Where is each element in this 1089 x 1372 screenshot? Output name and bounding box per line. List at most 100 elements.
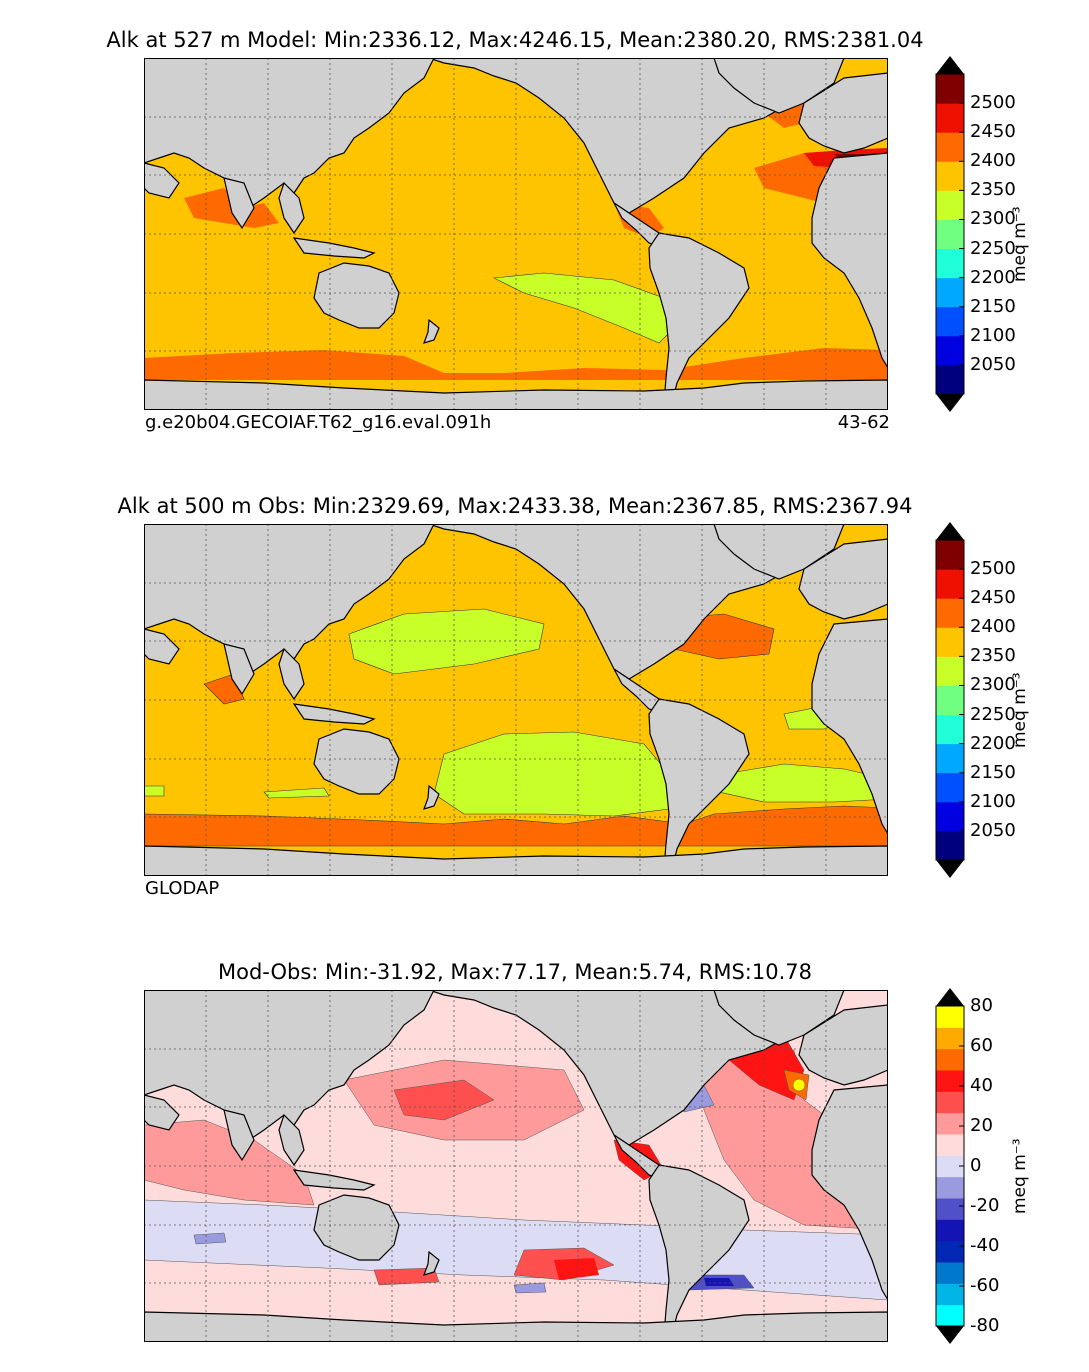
panel-title: Mod-Obs: Min:-31.92, Max:77.17, Mean:5.7… bbox=[218, 960, 812, 984]
field-region-indian-pos bbox=[144, 1119, 315, 1206]
colorbar-extend-low bbox=[936, 1326, 964, 1344]
year-range-label: 43-62 bbox=[837, 412, 890, 433]
colorbar-swatch bbox=[936, 1070, 964, 1092]
colorbar-swatch bbox=[936, 1240, 964, 1263]
panel-title: Alk at 500 m Obs: Min:2329.69, Max:2433.… bbox=[117, 494, 913, 518]
panel-title: Alk at 527 m Model: Min:2336.12, Max:424… bbox=[106, 28, 924, 52]
colorbar-tick-label: 2400 bbox=[970, 616, 1016, 638]
colorbar-swatch bbox=[936, 219, 964, 250]
colorbar-swatch bbox=[936, 714, 964, 745]
field-region-s-pacific-peak bbox=[554, 1258, 599, 1280]
colorbar-tick-label: -20 bbox=[970, 1195, 1000, 1216]
colorbar-extend-high bbox=[936, 988, 964, 1006]
colorbar-swatch bbox=[936, 830, 964, 861]
obs-source-label: GLODAP bbox=[145, 878, 220, 899]
colorbar-tick-label: 80 bbox=[970, 995, 993, 1016]
colorbar-tick-label: 60 bbox=[970, 1035, 993, 1056]
field-region-n-pacific bbox=[348, 608, 545, 675]
colorbar-extend-high bbox=[936, 522, 964, 540]
field-region-s-atlantic bbox=[718, 763, 888, 803]
diff-map bbox=[144, 990, 888, 1342]
field-region-max bbox=[792, 1078, 806, 1092]
colorbar-swatch bbox=[936, 772, 964, 803]
colorbar-tick-label: 2100 bbox=[970, 324, 1016, 346]
colorbar-tick-label: 2050 bbox=[970, 353, 1016, 375]
field-region-s-indian bbox=[144, 785, 330, 799]
colorbar-swatch bbox=[936, 627, 964, 657]
colorbar-swatch bbox=[936, 306, 964, 337]
colorbar-swatch bbox=[936, 685, 964, 716]
colorbar-swatch bbox=[936, 801, 964, 832]
panel-obs: Alk at 500 m Obs: Min:2329.69, Max:2433.… bbox=[0, 466, 1089, 926]
field-region-neg-patches bbox=[193, 1232, 547, 1294]
colorbar-tick-label: 2500 bbox=[970, 558, 1016, 580]
colorbar-tick-label: 2200 bbox=[970, 266, 1016, 288]
colorbar-frame bbox=[935, 73, 965, 395]
colorbar-swatch bbox=[936, 364, 964, 395]
colorbar-tick-label: 2250 bbox=[970, 703, 1016, 725]
colorbar-swatch bbox=[936, 248, 964, 279]
colorbar-swatch bbox=[936, 277, 964, 308]
model-colorbar bbox=[935, 56, 965, 412]
colorbar-tick-label: 2350 bbox=[970, 179, 1016, 201]
colorbar-tick-label: 2200 bbox=[970, 732, 1016, 754]
colorbar-extend-low bbox=[936, 394, 964, 412]
colorbar-tick-label: -60 bbox=[970, 1275, 1000, 1296]
colorbar-tick-label: -80 bbox=[970, 1315, 1000, 1336]
colorbar-swatch bbox=[936, 132, 964, 162]
colorbar-frame bbox=[935, 539, 965, 861]
colorbar-tick-label: 2300 bbox=[970, 674, 1016, 696]
colorbar-swatch bbox=[936, 103, 964, 133]
colorbar-swatch bbox=[936, 74, 964, 104]
colorbar-swatch bbox=[936, 598, 964, 628]
colorbar-swatch bbox=[936, 335, 964, 366]
colorbar-tick-label: 2250 bbox=[970, 237, 1016, 259]
colorbar-extend-high bbox=[936, 56, 964, 74]
colorbar-tick-label: 40 bbox=[970, 1075, 993, 1096]
colorbar-tick-label: -40 bbox=[970, 1235, 1000, 1256]
colorbar-swatch bbox=[936, 743, 964, 774]
case-name-label: g.e20b04.GECOIAF.T62_g16.eval.091h bbox=[145, 412, 492, 433]
colorbar-tick-label: 2350 bbox=[970, 645, 1016, 667]
field-region-drake-min bbox=[704, 1278, 734, 1286]
colorbar-tick-label: 2100 bbox=[970, 790, 1016, 812]
colorbar-tick-label: 2300 bbox=[970, 208, 1016, 230]
panel-diff: Mod-Obs: Min:-31.92, Max:77.17, Mean:5.7… bbox=[0, 932, 1089, 1372]
colorbar-swatch bbox=[936, 1198, 964, 1220]
colorbar-swatch bbox=[936, 656, 964, 686]
colorbar-swatch bbox=[936, 1176, 964, 1199]
colorbar-swatch bbox=[936, 1262, 964, 1284]
colorbar-swatch bbox=[936, 1134, 964, 1156]
colorbar-extend-low bbox=[936, 860, 964, 878]
field-region-n-pacific-high bbox=[393, 1079, 495, 1121]
colorbar-swatch bbox=[936, 190, 964, 220]
colorbar-tick-label: 0 bbox=[970, 1155, 982, 1176]
colorbar-swatch bbox=[936, 161, 964, 191]
colorbar-swatch bbox=[936, 1006, 964, 1028]
colorbar-tick-label: 2150 bbox=[970, 295, 1016, 317]
model-map bbox=[144, 58, 888, 410]
field-region-southern-ocean bbox=[144, 348, 888, 380]
colorbar-tick-label: 2450 bbox=[970, 587, 1016, 609]
colorbar-tick-label: 2150 bbox=[970, 761, 1016, 783]
diff-colorbar bbox=[935, 988, 965, 1344]
colorbar-swatch bbox=[936, 1219, 964, 1242]
colorbar-swatch bbox=[936, 1155, 964, 1178]
colorbar-tick-label: 20 bbox=[970, 1115, 993, 1136]
colorbar-swatch bbox=[936, 1304, 964, 1327]
colorbar-tick-label: 2400 bbox=[970, 150, 1016, 172]
colorbar-swatch bbox=[936, 540, 964, 570]
colorbar-tick-label: 2500 bbox=[970, 92, 1016, 114]
colorbar-swatch bbox=[936, 1112, 964, 1135]
colorbar-tick-label: 2050 bbox=[970, 819, 1016, 841]
panel-model: Alk at 527 m Model: Min:2336.12, Max:424… bbox=[0, 0, 1089, 460]
field-region-s-pacific bbox=[492, 272, 675, 344]
colorbar-unit-label: meq m⁻³ bbox=[1010, 1138, 1030, 1214]
colorbar-swatch bbox=[936, 1091, 964, 1114]
colorbar-swatch bbox=[936, 1283, 964, 1306]
colorbar-tick-label: 2450 bbox=[970, 121, 1016, 143]
field-region-s-indian-high bbox=[373, 1267, 440, 1286]
colorbar-swatch bbox=[936, 569, 964, 599]
obs-colorbar bbox=[935, 522, 965, 878]
colorbar-swatch bbox=[936, 1027, 964, 1050]
